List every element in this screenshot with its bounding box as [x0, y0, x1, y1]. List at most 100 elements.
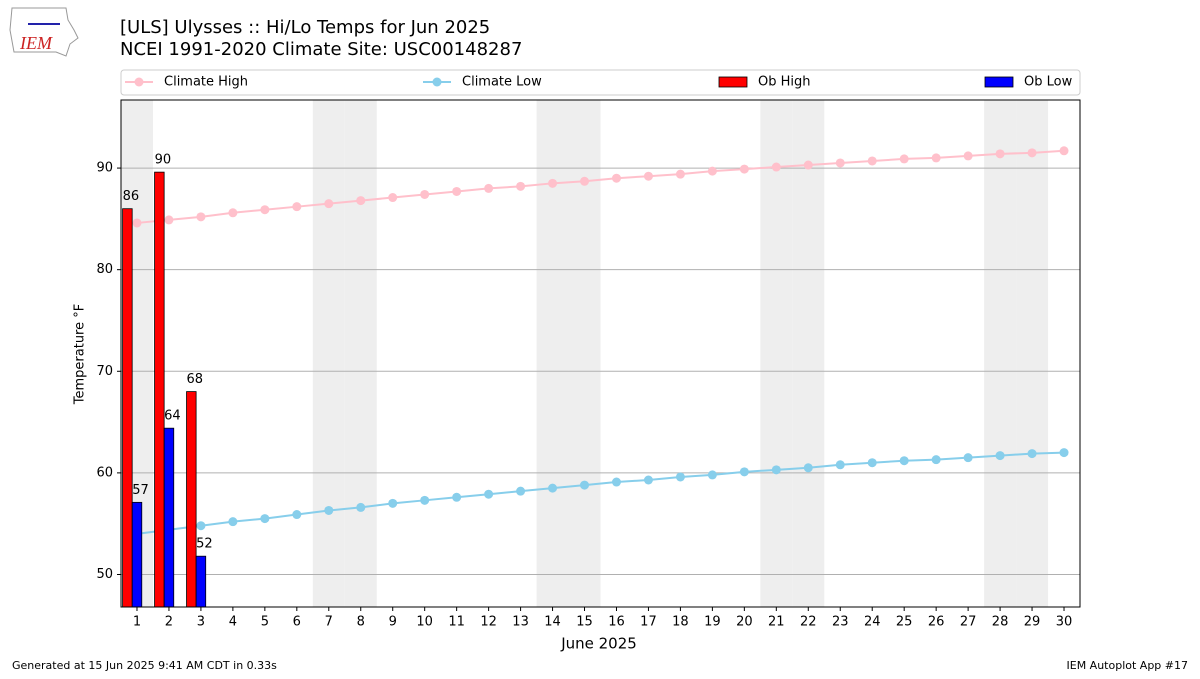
marker [164, 215, 174, 225]
chart-title: [ULS] Ulysses :: Hi/Lo Temps for Jun 202… [120, 17, 490, 38]
weekend-shade [312, 100, 345, 607]
marker [867, 156, 877, 166]
marker [324, 505, 334, 515]
data-label: 68 [187, 372, 204, 387]
marker [1027, 148, 1037, 158]
x-tick-label: 16 [608, 615, 625, 630]
x-tick-label: 28 [992, 615, 1009, 630]
logo-text: IEM [19, 33, 53, 53]
marker [580, 480, 590, 490]
bar [154, 171, 165, 608]
x-tick-label: 10 [416, 615, 433, 630]
marker [643, 475, 653, 485]
marker [995, 451, 1005, 461]
weekend-shade [344, 100, 377, 607]
marker [356, 196, 366, 206]
x-tick-label: 11 [448, 615, 465, 630]
x-tick-label: 8 [357, 615, 365, 630]
marker [260, 514, 270, 524]
marker [484, 183, 494, 193]
weekend-shade [536, 100, 569, 607]
logo: IEM [9, 7, 79, 57]
y-tick-label: 50 [96, 567, 113, 582]
weekend-shade [760, 100, 793, 607]
marker [835, 460, 845, 470]
weekend-shade [1016, 100, 1049, 607]
x-tick-label: 6 [293, 615, 301, 630]
marker [196, 521, 206, 531]
marker [963, 151, 973, 161]
weekend-shade [792, 100, 825, 607]
marker [452, 186, 462, 196]
bar [122, 208, 133, 608]
marker [420, 189, 430, 199]
x-tick-label: 27 [960, 615, 977, 630]
marker [1027, 449, 1037, 459]
marker [963, 453, 973, 463]
marker [867, 458, 877, 468]
marker [931, 455, 941, 465]
marker [675, 472, 685, 482]
x-tick-label: 25 [896, 615, 913, 630]
x-tick-label: 17 [640, 615, 657, 630]
marker [228, 208, 238, 218]
data-label: 52 [196, 537, 213, 552]
x-axis-label: June 2025 [560, 635, 637, 653]
legend-box [120, 69, 1081, 96]
x-tick-label: 3 [197, 615, 205, 630]
data-label: 64 [164, 409, 181, 424]
marker [580, 176, 590, 186]
x-tick-label: 12 [480, 615, 497, 630]
legend-label: Ob High [758, 75, 811, 90]
y-tick-label: 70 [96, 364, 113, 379]
footer-left: Generated at 15 Jun 2025 9:41 AM CDT in … [12, 659, 277, 672]
x-tick-label: 18 [672, 615, 689, 630]
marker [452, 492, 462, 502]
weekend-shade [984, 100, 1017, 607]
x-tick-label: 1 [133, 615, 141, 630]
y-tick-label: 90 [96, 161, 113, 176]
marker [899, 456, 909, 466]
x-tick-label: 24 [864, 615, 881, 630]
marker [707, 166, 717, 176]
bar [186, 391, 197, 608]
marker [643, 171, 653, 181]
marker [548, 178, 558, 188]
x-tick-label: 22 [800, 615, 817, 630]
marker [1059, 146, 1069, 156]
x-tick-label: 26 [928, 615, 945, 630]
x-tick-label: 7 [325, 615, 333, 630]
legend-swatch [134, 77, 144, 87]
data-label: 90 [155, 153, 172, 168]
marker [132, 218, 142, 228]
marker [835, 158, 845, 168]
marker [292, 202, 302, 212]
x-tick-label: 29 [1024, 615, 1041, 630]
marker [899, 154, 909, 164]
legend-label: Climate High [164, 75, 248, 90]
weekend-shade [568, 100, 601, 607]
marker [1059, 448, 1069, 458]
marker [611, 477, 621, 487]
marker [611, 173, 621, 183]
plot-frame [120, 99, 1081, 608]
bar [131, 501, 143, 608]
x-tick-label: 5 [261, 615, 269, 630]
y-tick-label: 80 [96, 262, 113, 277]
y-axis-label: Temperature °F [73, 304, 88, 405]
line [136, 451, 1065, 535]
x-tick-label: 23 [832, 615, 849, 630]
marker [707, 470, 717, 480]
legend-swatch [432, 77, 442, 87]
x-tick-label: 20 [736, 615, 753, 630]
x-tick-label: 21 [768, 615, 785, 630]
x-tick-label: 30 [1056, 615, 1073, 630]
marker [516, 486, 526, 496]
marker [931, 153, 941, 163]
marker [324, 199, 334, 209]
chart-subtitle: NCEI 1991-2020 Climate Site: USC00148287 [120, 39, 522, 60]
x-tick-label: 19 [704, 615, 721, 630]
marker [803, 463, 813, 473]
x-tick-label: 14 [544, 615, 561, 630]
